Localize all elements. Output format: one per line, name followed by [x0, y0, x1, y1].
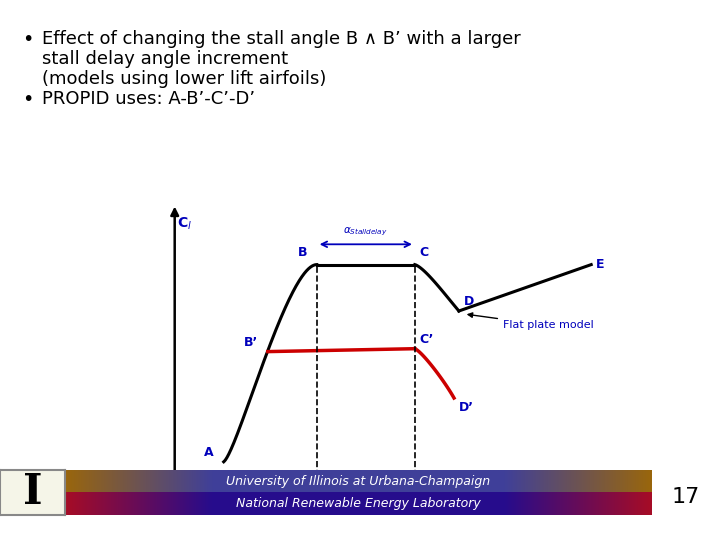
Text: Effect of changing the stall angle B ∧ B’ with a larger: Effect of changing the stall angle B ∧ B… [42, 30, 521, 48]
Text: D’: D’ [459, 401, 474, 414]
Text: Flat plate model: Flat plate model [468, 313, 594, 330]
Text: PROPID uses: A-B’-C’-D’: PROPID uses: A-B’-C’-D’ [42, 90, 255, 108]
Text: A: A [204, 446, 214, 459]
Text: (models using lower lift airfoils): (models using lower lift airfoils) [42, 70, 326, 88]
Text: National Renewable Energy Laboratory: National Renewable Energy Laboratory [236, 497, 480, 510]
Text: B’: B’ [244, 336, 258, 349]
Text: $\alpha_{Stall}$+ $\alpha_{Stalldelay}$: $\alpha_{Stall}$+ $\alpha_{Stalldelay}$ [420, 497, 495, 510]
Text: I: I [22, 471, 42, 514]
Text: •: • [22, 30, 33, 49]
Text: C$_l$: C$_l$ [177, 216, 192, 232]
Text: $\alpha_{Stalldelay}$: $\alpha_{Stalldelay}$ [343, 226, 388, 239]
Text: $\alpha_{Stall}$: $\alpha_{Stall}$ [251, 497, 275, 508]
Text: D: D [464, 295, 474, 308]
Text: •: • [22, 90, 33, 109]
Text: C’: C’ [420, 333, 434, 346]
Text: C: C [420, 246, 429, 259]
Text: B: B [297, 246, 307, 259]
Text: stall delay angle increment: stall delay angle increment [42, 50, 288, 68]
Text: E: E [596, 258, 605, 271]
Text: University of Illinois at Urbana-Champaign: University of Illinois at Urbana-Champai… [226, 475, 490, 488]
Text: 17: 17 [672, 487, 700, 507]
